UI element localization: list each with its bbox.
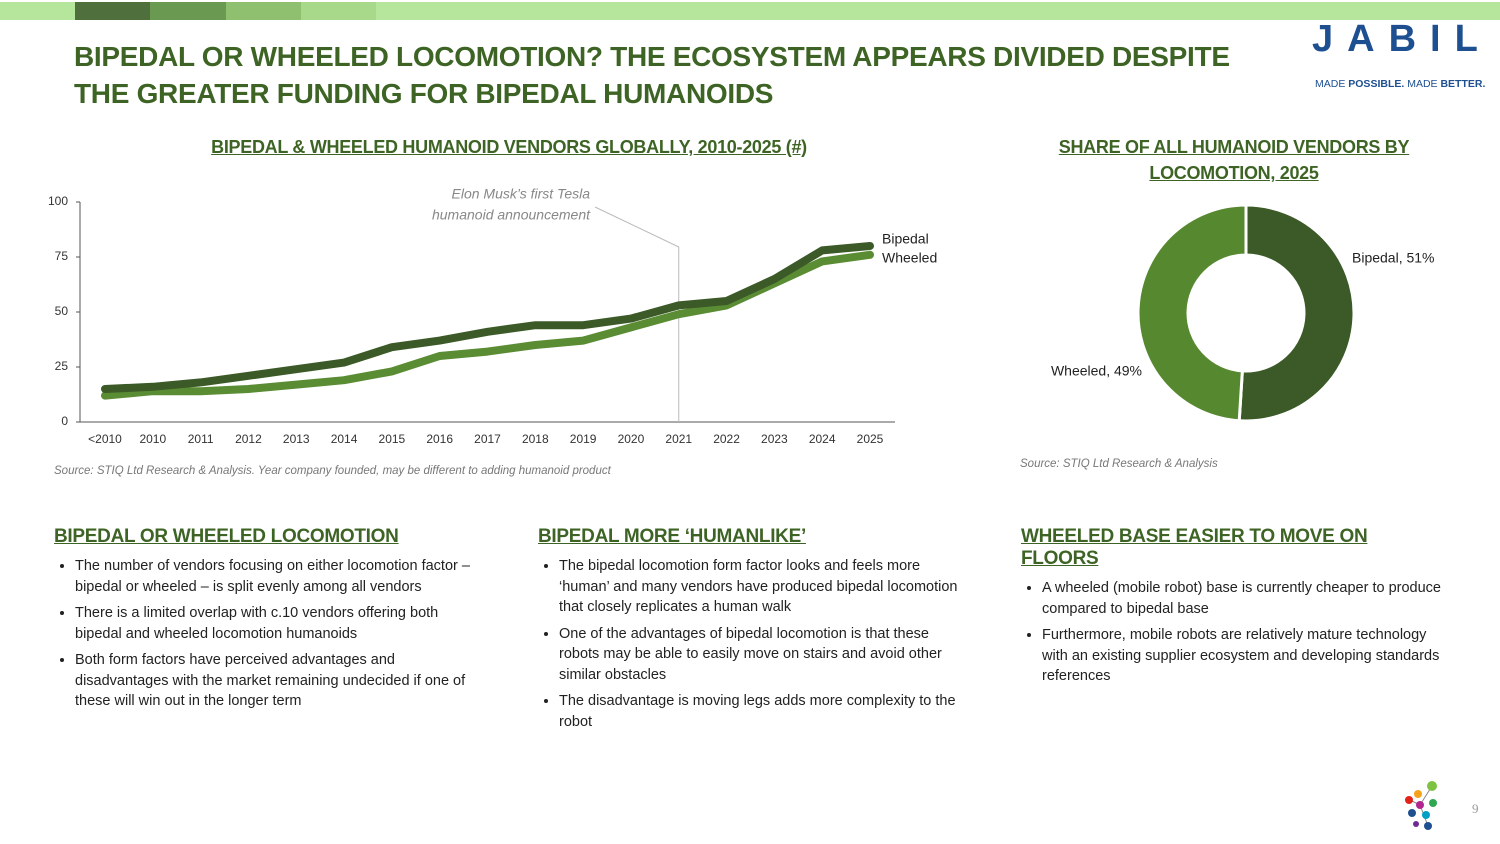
tagline-part: MADE [1315,78,1346,90]
section-title: WHEELED BASE EASIER TO MOVE ON FLOORS [1021,526,1368,569]
legend-label: Wheeled [882,250,937,266]
series-line [101,250,874,400]
bullet: Both form factors have perceived advanta… [75,650,484,712]
x-tick-label: 2014 [331,432,358,446]
donut-slice [1136,203,1248,423]
bullet: There is a limited overlap with c.10 ven… [75,603,484,644]
section-title: BIPEDAL MORE ‘HUMANLIKE’ [538,526,806,547]
chart-source: Source: STIQ Ltd Research & Analysis. Ye… [54,465,611,477]
bullet: The number of vendors focusing on either… [75,556,484,597]
tagline-part: MADE [1407,78,1438,90]
x-tick-label: 2021 [665,432,692,446]
chart-title: BIPEDAL & WHEELED HUMANOID VENDORS GLOBA… [211,137,807,157]
logo: JABIL [1312,18,1492,60]
x-tick-label: 2019 [570,432,597,446]
top-band-segment [75,2,150,20]
bullet: One of the advantages of bipedal locomot… [559,624,968,686]
top-band-segment [301,2,376,20]
series-line [101,242,874,393]
x-tick-label: <2010 [88,432,122,446]
x-tick-label: 2010 [139,432,166,446]
text-section: WHEELED BASE EASIER TO MOVE ON FLOORS A w… [1021,526,1441,693]
section-title: BIPEDAL OR WHEELED LOCOMOTION [54,526,399,547]
x-tick-label: 2017 [474,432,501,446]
y-tick-label: 75 [55,249,69,263]
annotation-leader [594,206,680,422]
top-band-segment [226,2,301,20]
x-tick-label: 2016 [426,432,453,446]
x-tick-label: 2012 [235,432,262,446]
bullet: The disadvantage is moving legs adds mor… [559,691,968,732]
x-tick-label: 2022 [713,432,740,446]
x-tick-label: 2018 [522,432,549,446]
bullet-list: The bipedal locomotion form factor looks… [538,556,968,732]
y-tick-label: 100 [48,194,68,208]
annotation: humanoid announcement [432,207,591,223]
text-section: BIPEDAL OR WHEELED LOCOMOTION The number … [54,526,484,718]
bullet-list: A wheeled (mobile robot) base is current… [1021,578,1441,687]
chart-source: Source: STIQ Ltd Research & Analysis [1020,458,1218,470]
tagline: MADE POSSIBLE. MADE BETTER. [1315,78,1485,90]
tagline-part: POSSIBLE. [1348,78,1405,90]
y-tick-label: 0 [61,414,68,428]
annotation: Elon Musk’s first Tesla [452,186,591,202]
bullet: Furthermore, mobile robots are relativel… [1042,625,1441,687]
corner-icon [1405,781,1437,830]
x-tick-label: 2023 [761,432,788,446]
tagline-part: BETTER. [1440,78,1486,90]
bullet: A wheeled (mobile robot) base is current… [1042,578,1441,619]
chart-title: SHARE OF ALL HUMANOID VENDORS BY LOCOMOT… [1058,137,1410,183]
data-label: Bipedal, 51% [1352,250,1435,266]
x-tick-label: 2013 [283,432,310,446]
text-section: BIPEDAL MORE ‘HUMANLIKE’ The bipedal loco… [538,526,968,738]
slide-title: BIPEDAL OR WHEELED LOCOMOTION? THE ECOSY… [74,41,1230,109]
bullet-list: The number of vendors focusing on either… [54,556,484,712]
x-tick-label: 2024 [809,432,836,446]
x-tick-label: 2025 [857,432,884,446]
x-tick-label: 2015 [379,432,406,446]
y-tick-label: 25 [55,359,69,373]
bullet: The bipedal locomotion form factor looks… [559,556,968,618]
legend-label: Bipedal [882,231,929,247]
top-band-segment [150,2,226,20]
data-label: Wheeled, 49% [1051,363,1142,379]
page-number: 9 [1472,801,1479,816]
x-tick-label: 2020 [618,432,645,446]
y-tick-label: 50 [55,304,69,318]
x-tick-label: 2011 [188,432,214,446]
donut-slice [1237,203,1356,423]
